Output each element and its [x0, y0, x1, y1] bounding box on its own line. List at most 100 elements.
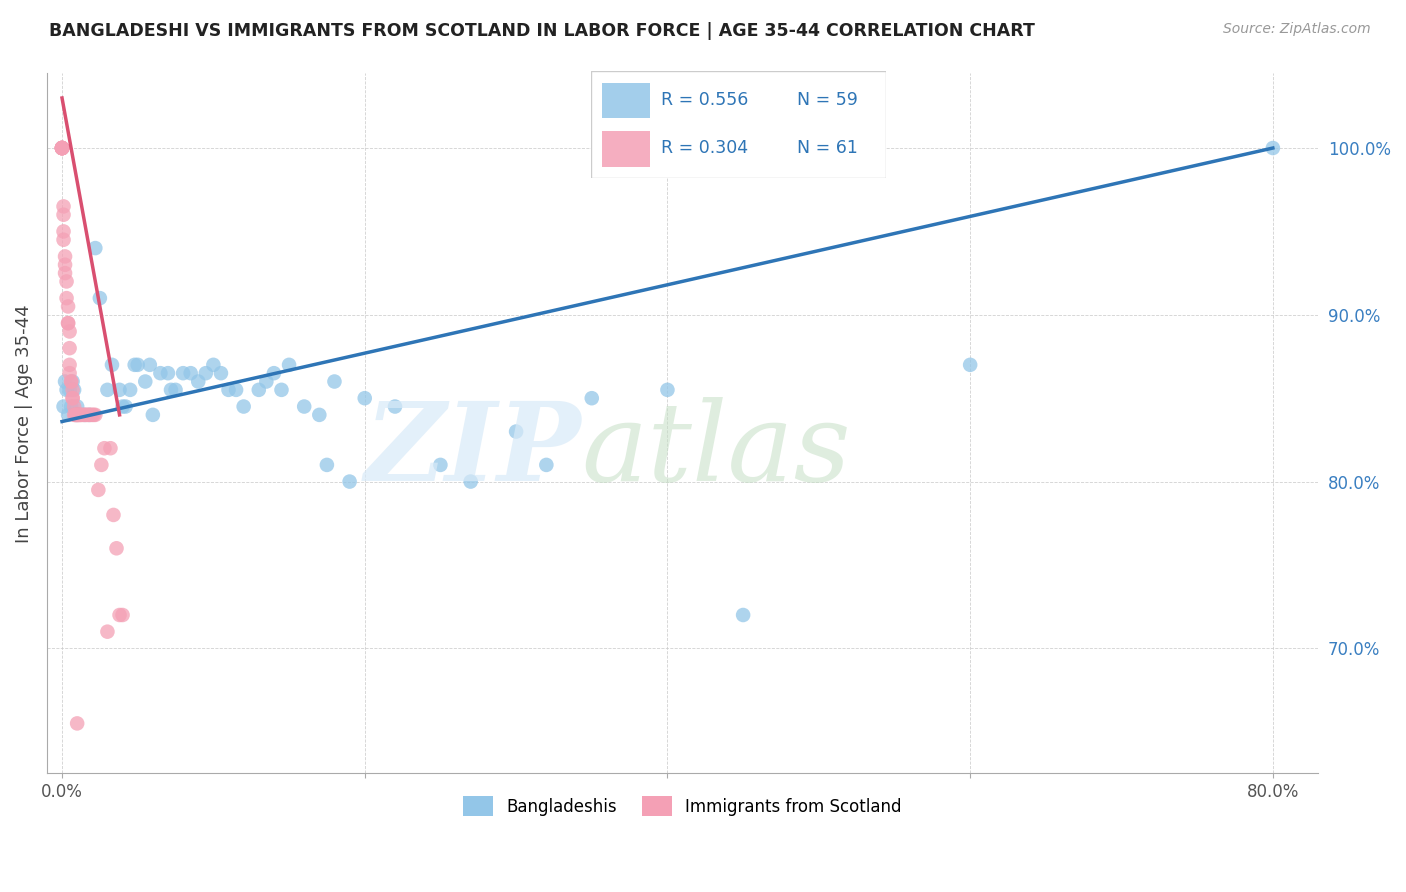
Point: [172, 366, 194, 380]
Point: [101, 358, 124, 372]
Point: [103, 508, 125, 522]
Point: [73, 408, 96, 422]
Legend: Bangladeshis, Immigrants from Scotland: Bangladeshis, Immigrants from Scotland: [456, 788, 910, 824]
Point: [218, 383, 240, 397]
Point: [62, 391, 84, 405]
Point: [58, 325, 80, 339]
Point: [82, 408, 104, 422]
Point: [60, 375, 83, 389]
Point: [53, 266, 76, 280]
Point: [69, 408, 91, 422]
Point: [51, 141, 73, 155]
Point: [76, 408, 98, 422]
Point: [581, 391, 603, 405]
Bar: [602, 131, 650, 167]
Point: [65, 408, 87, 422]
Point: [58, 358, 80, 372]
Point: [247, 383, 270, 397]
Point: [316, 458, 339, 472]
Point: [75, 408, 97, 422]
Point: [96, 624, 118, 639]
Point: [52, 224, 75, 238]
Point: [89, 291, 111, 305]
Point: [353, 391, 375, 405]
Point: [254, 375, 277, 389]
Point: [53, 375, 76, 389]
Point: [1261, 141, 1284, 155]
Point: [55, 383, 77, 397]
Point: [51, 141, 73, 155]
Point: [114, 400, 136, 414]
Point: [80, 408, 103, 422]
Point: [105, 541, 128, 556]
Point: [339, 475, 361, 489]
Point: [56, 408, 79, 422]
Point: [67, 408, 90, 422]
Point: [384, 400, 406, 414]
Point: [90, 458, 112, 472]
Point: [65, 408, 87, 422]
Point: [69, 408, 91, 422]
Point: [70, 408, 93, 422]
Point: [84, 241, 107, 255]
Point: [56, 316, 79, 330]
Text: R = 0.304: R = 0.304: [661, 139, 748, 157]
Point: [62, 383, 84, 397]
Point: [51, 141, 73, 155]
Point: [58, 341, 80, 355]
Point: [202, 358, 225, 372]
Y-axis label: In Labor Force | Age 35-44: In Labor Force | Age 35-44: [15, 304, 32, 542]
Point: [55, 291, 77, 305]
Point: [66, 408, 89, 422]
Point: [65, 408, 87, 422]
Point: [429, 458, 451, 472]
Point: [66, 408, 89, 422]
Point: [142, 408, 165, 422]
Point: [52, 400, 75, 414]
Point: [52, 199, 75, 213]
Point: [51, 141, 73, 155]
Text: N = 59: N = 59: [797, 91, 858, 109]
Point: [536, 458, 558, 472]
Point: [62, 375, 84, 389]
Point: [63, 383, 86, 397]
Point: [111, 400, 134, 414]
Point: [53, 249, 76, 263]
Point: [460, 475, 482, 489]
Point: [73, 408, 96, 422]
Point: [160, 383, 183, 397]
Point: [139, 358, 162, 372]
Point: [66, 716, 89, 731]
Point: [62, 391, 84, 405]
Point: [63, 408, 86, 422]
Point: [52, 233, 75, 247]
Point: [120, 383, 142, 397]
Point: [180, 366, 202, 380]
Point: [87, 483, 110, 497]
Point: [292, 400, 315, 414]
Text: N = 61: N = 61: [797, 139, 858, 157]
Point: [72, 408, 94, 422]
Point: [60, 375, 83, 389]
Point: [51, 141, 73, 155]
Point: [127, 358, 149, 372]
Point: [209, 366, 232, 380]
Text: atlas: atlas: [581, 398, 851, 505]
Point: [67, 408, 90, 422]
Point: [52, 208, 75, 222]
Point: [278, 358, 301, 372]
Point: [225, 383, 247, 397]
Point: [165, 383, 187, 397]
Point: [96, 383, 118, 397]
Point: [84, 408, 107, 422]
Point: [55, 275, 77, 289]
Point: [51, 141, 73, 155]
Point: [108, 607, 131, 622]
Point: [194, 366, 217, 380]
Bar: [602, 83, 650, 119]
Point: [733, 607, 755, 622]
Point: [83, 408, 105, 422]
Text: BANGLADESHI VS IMMIGRANTS FROM SCOTLAND IN LABOR FORCE | AGE 35-44 CORRELATION C: BANGLADESHI VS IMMIGRANTS FROM SCOTLAND …: [49, 22, 1035, 40]
Point: [56, 300, 79, 314]
Point: [56, 316, 79, 330]
